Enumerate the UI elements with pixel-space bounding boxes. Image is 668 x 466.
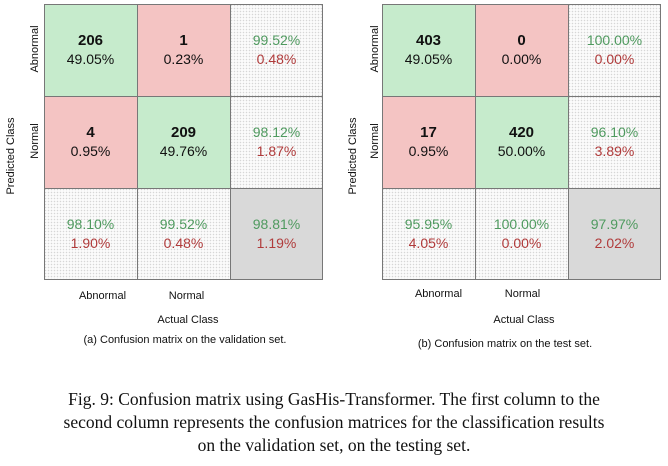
cell-count: 17	[420, 124, 437, 141]
matrix-cell-r0-c1: 1 0.23%	[137, 4, 230, 96]
cell-percent: 49.05%	[404, 51, 453, 67]
grid-line-horizontal	[382, 279, 661, 280]
matrix-cell-r2-c2: 97.97% 2.02%	[568, 188, 661, 280]
grid-line-vertical	[382, 4, 383, 280]
cell-percent: 50.00%	[497, 143, 546, 159]
cell-percent: 0.23%	[163, 51, 204, 67]
grid-line-vertical	[475, 4, 476, 280]
cell-correct-rate: 98.12%	[252, 124, 301, 140]
subfigure-caption: (a) Confusion matrix on the validation s…	[83, 334, 287, 346]
grid-line-vertical	[322, 4, 323, 280]
matrix-cell-r0-c1: 0 0.00%	[475, 4, 568, 96]
matrix-cell-r2-c0: 95.95% 4.05%	[382, 188, 475, 280]
y-axis-label: Predicted Class	[347, 117, 359, 195]
matrix-cell-r1-c1: 209 49.76%	[137, 96, 230, 188]
grid-line-horizontal	[44, 188, 323, 189]
cell-count: 4	[86, 124, 95, 141]
cell-count: 0	[517, 32, 526, 49]
col-label-normal: Normal	[168, 290, 205, 302]
cell-error-rate: 0.00%	[594, 51, 635, 67]
cell-error-rate: 3.89%	[594, 143, 635, 159]
cell-count: 209	[170, 124, 197, 141]
cell-percent: 0.00%	[501, 51, 542, 67]
matrix-cell-r1-c2: 96.10% 3.89%	[568, 96, 661, 188]
grid-line-vertical	[137, 4, 138, 280]
cell-percent: 0.95%	[408, 143, 449, 159]
cell-correct-rate: 100.00%	[586, 32, 643, 48]
matrix-cell-r2-c0: 98.10% 1.90%	[44, 188, 137, 280]
grid-line-horizontal	[44, 96, 323, 97]
cell-count: 1	[179, 32, 188, 49]
matrix-cell-r0-c0: 403 49.05%	[382, 4, 475, 96]
col-label-abnormal: Abnormal	[78, 290, 127, 302]
row-label-abnormal: Abnormal	[29, 25, 41, 73]
cell-percent: 0.95%	[70, 143, 111, 159]
matrix-cell-r2-c2: 98.81% 1.19%	[230, 188, 323, 280]
matrix-cell-r2-c1: 99.52% 0.48%	[137, 188, 230, 280]
cell-count: 206	[77, 32, 104, 49]
matrix-grid: 206 49.05% 1 0.23% 99.52% 0.48% 4 0.95% 209 49.76…	[44, 4, 323, 280]
cell-error-rate: 0.00%	[501, 235, 542, 251]
cell-percent: 49.05%	[66, 51, 115, 67]
x-axis-label: Actual Class	[493, 314, 555, 326]
cell-error-rate: 0.48%	[256, 51, 297, 67]
cell-correct-rate: 99.52%	[252, 32, 301, 48]
grid-line-horizontal	[44, 279, 323, 280]
cell-correct-rate: 95.95%	[404, 216, 453, 232]
matrix-cell-r1-c1: 420 50.00%	[475, 96, 568, 188]
confusion-matrix-validation: 206 49.05% 1 0.23% 99.52% 0.48% 4 0.95% 209 49.76…	[0, 4, 330, 354]
matrix-cell-r0-c0: 206 49.05%	[44, 4, 137, 96]
cell-correct-rate: 97.97%	[590, 216, 639, 232]
cell-correct-rate: 96.10%	[590, 124, 639, 140]
grid-line-horizontal	[382, 4, 661, 5]
row-label-normal: Normal	[29, 123, 41, 159]
cell-error-rate: 4.05%	[408, 235, 449, 251]
caption-line-1: Fig. 9: Confusion matrix using GasHis-Tr…	[68, 389, 600, 409]
caption-line-2: second column represents the confusion m…	[63, 412, 605, 432]
row-label-abnormal: Abnormal	[369, 25, 381, 73]
subfigure-caption: (b) Confusion matrix on the test set.	[417, 338, 593, 350]
matrix-cell-r1-c2: 98.12% 1.87%	[230, 96, 323, 188]
cell-error-rate: 1.87%	[256, 143, 297, 159]
cell-percent: 49.76%	[159, 143, 208, 159]
matrix-grid: 403 49.05% 0 0.00% 100.00% 0.00% 17 0.95% 420 50.…	[382, 4, 661, 280]
cell-correct-rate: 99.52%	[159, 216, 208, 232]
row-label-normal: Normal	[369, 123, 381, 159]
confusion-matrix-test: 403 49.05% 0 0.00% 100.00% 0.00% 17 0.95% 420 50.…	[336, 4, 666, 354]
cell-count: 420	[508, 124, 535, 141]
matrix-cell-r2-c1: 100.00% 0.00%	[475, 188, 568, 280]
cell-error-rate: 0.48%	[163, 235, 204, 251]
cell-error-rate: 2.02%	[594, 235, 635, 251]
x-axis-label: Actual Class	[157, 314, 219, 326]
cell-error-rate: 1.19%	[256, 235, 297, 251]
grid-line-vertical	[44, 4, 45, 280]
caption-line-3: on the validation set, on the testing se…	[197, 435, 471, 455]
cell-correct-rate: 100.00%	[493, 216, 550, 232]
cell-error-rate: 1.90%	[70, 235, 111, 251]
grid-line-horizontal	[382, 188, 661, 189]
cell-correct-rate: 98.10%	[66, 216, 115, 232]
y-axis-label: Predicted Class	[5, 117, 17, 195]
grid-line-vertical	[230, 4, 231, 280]
matrix-cell-r0-c2: 99.52% 0.48%	[230, 4, 323, 96]
matrix-cell-r0-c2: 100.00% 0.00%	[568, 4, 661, 96]
grid-line-vertical	[568, 4, 569, 280]
col-label-normal: Normal	[504, 288, 541, 300]
matrix-cell-r1-c0: 4 0.95%	[44, 96, 137, 188]
figure-caption: Fig. 9: Confusion matrix using GasHis-Tr…	[0, 388, 668, 457]
cell-correct-rate: 98.81%	[252, 216, 301, 232]
cell-count: 403	[415, 32, 442, 49]
grid-line-horizontal	[382, 96, 661, 97]
matrix-cell-r1-c0: 17 0.95%	[382, 96, 475, 188]
grid-line-horizontal	[44, 4, 323, 5]
grid-line-vertical	[660, 4, 661, 280]
col-label-abnormal: Abnormal	[414, 288, 463, 300]
